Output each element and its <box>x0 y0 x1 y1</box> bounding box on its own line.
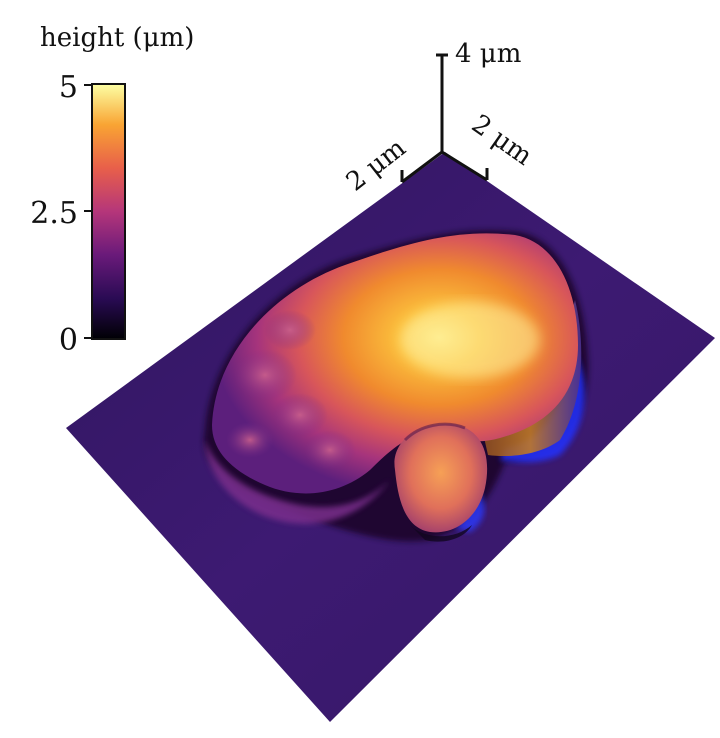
colorbar <box>91 83 126 340</box>
surface-bump <box>226 422 274 458</box>
surface-bump <box>264 310 316 350</box>
colorbar-title: height (μm) <box>40 23 194 53</box>
cell-lobe <box>394 423 488 533</box>
surface-bump <box>272 393 328 437</box>
surface-bump <box>233 349 297 401</box>
cell-crest <box>400 302 540 378</box>
axis-label-vertical: 4 μm <box>455 39 521 69</box>
lobe-crease <box>403 422 466 442</box>
surface-bump <box>304 430 356 470</box>
colorbar-tick-label: 2.5 <box>30 196 78 231</box>
colorbar-tick-label: 5 <box>59 70 78 105</box>
scale-axes <box>400 53 489 184</box>
cell-fringe <box>205 440 390 524</box>
colorbar-tick-label: 0 <box>59 323 78 358</box>
colorbar-ticks <box>84 84 92 339</box>
lobe-shadow <box>410 525 472 542</box>
axis-label-right: 2 μm <box>466 109 538 172</box>
